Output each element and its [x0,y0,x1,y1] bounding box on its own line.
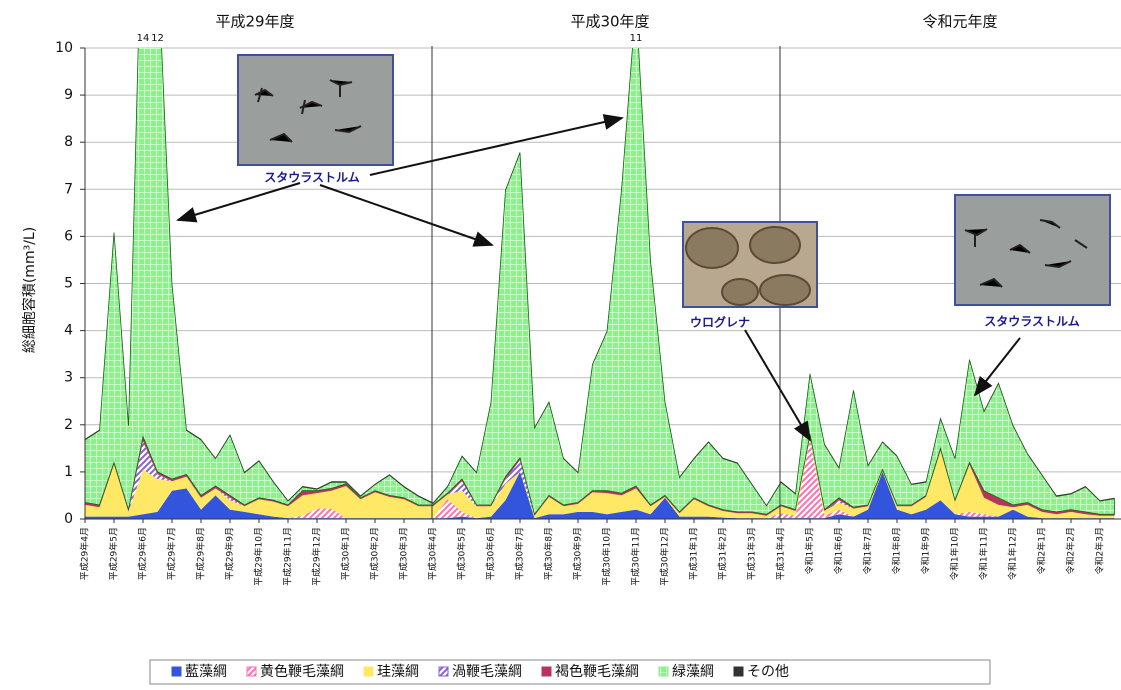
legend-label: 緑藻綱 [672,664,714,680]
x-tick-label: 平成29年6月 [137,527,149,580]
period-label: 平成30年度 [570,13,649,31]
x-tick-label: 平成30年6月 [485,527,497,580]
photo [237,54,394,166]
legend-swatch [733,666,744,677]
legend: 藍藻綱 黄色鞭毛藻綱 珪藻綱 渦鞭毛藻綱 褐色鞭毛藻綱 緑藻綱 その他 [171,663,789,680]
legend-swatch [438,666,449,677]
axes: 0 1 2 3 4 5 6 7 8 9 10 平成29年4月 平成29年5月 平成29年6月 平成29年7月… [55,40,1121,586]
legend-swatch [171,666,182,677]
callout-arrows [176,114,1021,442]
x-tick-label: 令和1年9月 [920,527,932,574]
legend-label: 黄色鞭毛藻綱 [260,663,344,680]
x-tick-label: 平成31年3月 [746,527,758,580]
x-tick-label: 平成30年10月 [601,527,613,586]
x-tick-label: 平成30年11月 [630,527,642,586]
area [85,471,1115,519]
legend-swatch [541,666,552,677]
peak-label: 12 [151,33,164,44]
x-tick-label: 平成30年9月 [572,527,584,580]
legend-label: 渦鞭毛藻綱 [452,664,522,680]
x-tick-label: 令和2年2月 [1065,527,1077,574]
x-tick-label: 令和1年5月 [804,527,816,574]
x-tick-label: 令和1年6月 [833,527,845,574]
x-tick-label: 令和2年3月 [1094,527,1106,574]
y-tick-label: 3 [64,370,73,386]
annotation: スタウラストルム [264,171,360,185]
legend-label: その他 [747,664,789,680]
y-tick-label: 5 [64,276,73,292]
x-tick-label: 平成30年5月 [456,527,468,580]
x-tick-label: 令和2年1月 [1036,527,1048,574]
legend-box [149,659,991,685]
x-tick-label: 令和1年12月 [1007,527,1019,580]
x-tick-label: 平成29年9月 [224,527,236,580]
photo [682,221,818,308]
y-tick-label: 4 [64,323,73,339]
y-tick-label: 0 [64,511,73,527]
legend-swatch [658,666,669,677]
period-label: 平成29年度 [215,13,294,31]
annotation: スタウラストルム [984,315,1080,329]
legend-swatch [246,666,257,677]
period-label: 令和元年度 [922,13,997,31]
x-tick-label: 平成29年10月 [253,527,265,586]
legend-label: 珪藻綱 [377,664,419,680]
x-tick-label: 平成29年8月 [195,527,207,580]
x-tick-label: 平成30年3月 [398,527,410,580]
x-tick-label: 平成31年4月 [775,527,787,580]
y-tick-label: 10 [55,40,73,56]
peak-label: 14 [137,33,150,44]
x-tick-label: 平成29年11月 [282,527,294,586]
area [85,436,1115,519]
x-tick-label: 令和1年11月 [978,527,990,580]
x-tick-label: 平成31年2月 [717,527,729,580]
x-tick-label: 平成29年4月 [79,527,91,580]
photo [954,194,1111,306]
x-tick-label: 平成30年1月 [340,527,352,580]
peak-label: 11 [630,33,643,44]
annotation: ウログレナ [690,315,750,330]
x-tick-label: 平成29年7月 [166,527,178,580]
legend-label: 褐色鞭毛藻綱 [555,663,639,680]
legend-label: 藍藻綱 [185,664,227,680]
x-tick-label: 平成29年5月 [108,527,120,580]
y-tick-label: 8 [64,134,73,150]
x-tick-label: 令和1年8月 [891,527,903,574]
x-tick-label: 平成30年7月 [514,527,526,580]
x-tick-label: 平成30年8月 [543,527,555,580]
x-tick-label: 令和1年10月 [949,527,961,580]
y-tick-label: 6 [64,228,73,244]
areas [85,48,1115,519]
y-axis-label: 総細胞容積(mm³/L) [21,227,38,353]
x-tick-label: 平成29年12月 [311,527,323,586]
x-tick-label: 平成31年1月 [688,527,700,580]
x-tick-label: 令和1年7月 [862,527,874,574]
y-tick-label: 2 [64,417,73,433]
x-tick-label: 平成30年4月 [427,527,439,580]
x-tick-label: 平成30年12月 [659,527,671,586]
x-tick-label: 平成30年2月 [369,527,381,580]
y-tick-label: 7 [64,181,73,197]
y-tick-label: 9 [64,87,73,103]
y-tick-label: 1 [64,464,73,480]
legend-swatch [363,666,374,677]
